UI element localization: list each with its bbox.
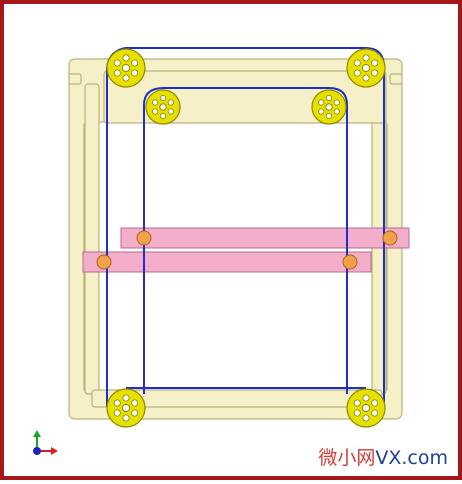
pin-icon bbox=[96, 254, 112, 270]
watermark-suffix: VX.com bbox=[375, 447, 448, 469]
pulley-icon bbox=[346, 48, 386, 88]
pins bbox=[96, 230, 398, 270]
slider-bar-lower bbox=[82, 251, 372, 273]
pulley-icon bbox=[145, 89, 181, 125]
watermark: 微小网VX.com bbox=[318, 448, 448, 468]
pin-icon bbox=[136, 230, 152, 246]
frame-inner-rail-left bbox=[84, 83, 100, 395]
inner-belt bbox=[143, 87, 348, 387]
pulley-icon bbox=[311, 89, 347, 125]
frame-left-tab bbox=[68, 73, 82, 85]
pulley-icon bbox=[106, 48, 146, 88]
pin-icon bbox=[342, 254, 358, 270]
pin-icon bbox=[382, 230, 398, 246]
slider-bars bbox=[82, 227, 410, 273]
belt-drive-diagram bbox=[33, 47, 410, 455]
pulley-icon bbox=[106, 388, 146, 428]
slider-bar-upper bbox=[120, 227, 410, 249]
pulley-icon bbox=[346, 388, 386, 428]
frame-right-tab bbox=[389, 73, 403, 85]
axis-triad-icon bbox=[33, 430, 58, 455]
watermark-prefix: 微小网 bbox=[318, 447, 376, 469]
